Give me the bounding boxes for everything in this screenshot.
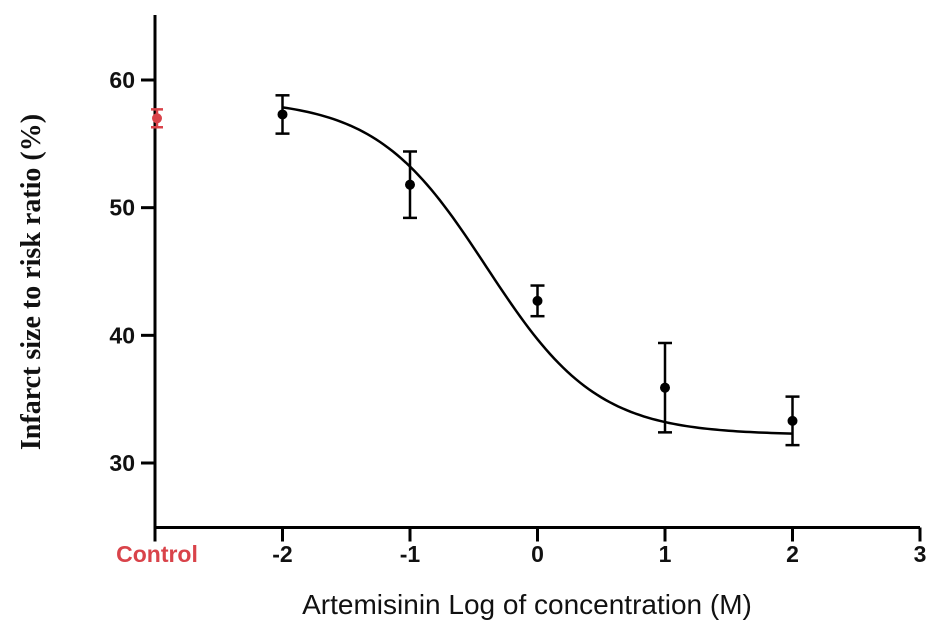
fit-curve-layer [282,106,793,435]
x-tick-label: -2 [272,541,292,567]
y-tick-label: 50 [109,195,135,221]
x-ticks: -2 -1 0 1 2 3 Control [116,527,927,567]
y-tick-label: 60 [109,67,135,93]
y-tick-label: 30 [109,450,135,476]
y-axis-title: Infarct size to risk ratio (%) [16,114,47,450]
data-points-layer [275,94,800,447]
data-point [532,295,543,306]
x-tick-label: 3 [914,541,927,567]
y-ticks: 30 40 50 60 [109,67,155,476]
x-tick-label: 1 [659,541,672,567]
data-point [277,109,288,120]
y-tick-label: 40 [109,322,135,348]
data-point [787,415,798,426]
control-point [152,113,162,124]
axes [153,15,920,529]
data-point [405,179,415,190]
control-layer [151,108,163,129]
data-point [660,382,670,393]
fit-curve [282,106,793,435]
x-axis-title: Artemisinin Log of concentration (M) [302,589,752,620]
x-tick-label: 0 [531,541,544,567]
control-label: Control [116,541,198,567]
x-tick-label: -1 [400,541,421,567]
x-tick-label: 2 [786,541,799,567]
